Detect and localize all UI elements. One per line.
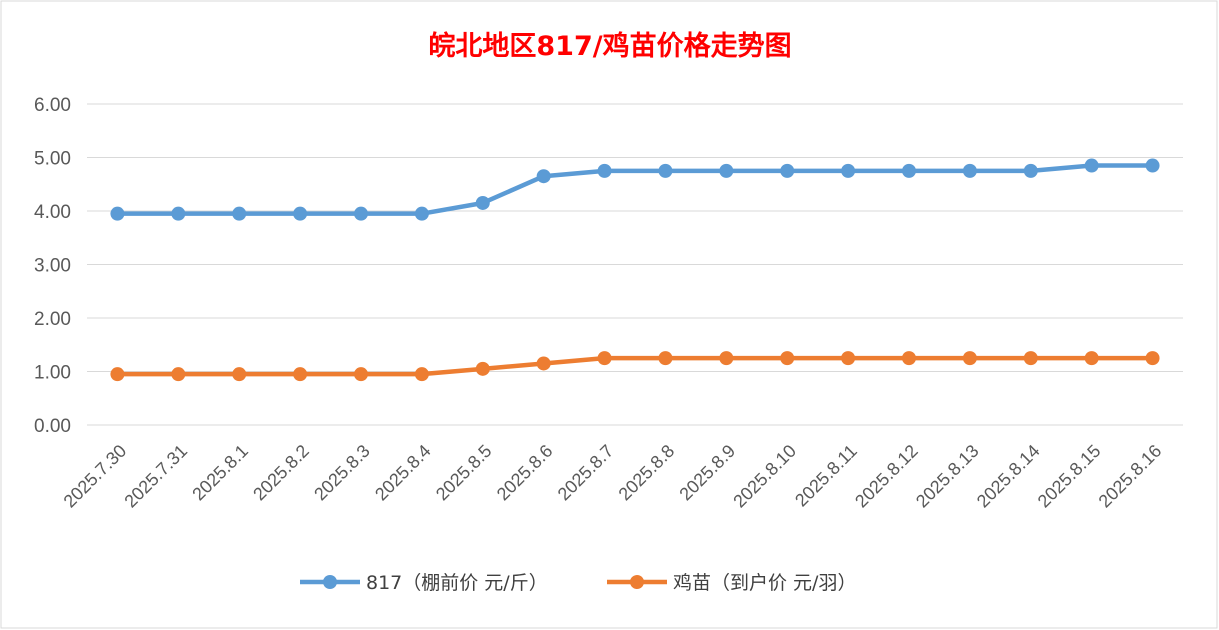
data-point (414, 367, 429, 382)
series-1 (110, 351, 1160, 382)
y-tick-label: 6.00 (34, 95, 71, 116)
data-point (1084, 158, 1099, 173)
legend-label: 817（棚前价 元/斤） (366, 572, 548, 594)
data-point (232, 367, 247, 382)
series-line (117, 355, 1153, 377)
gridlines (87, 103, 1183, 426)
series-line (117, 163, 1153, 216)
data-point (962, 163, 977, 178)
legend-label: 鸡苗（到户价 元/羽） (673, 572, 856, 594)
data-point (658, 351, 673, 366)
data-point (1023, 163, 1038, 178)
data-point (658, 163, 673, 178)
legend: 817（棚前价 元/斤） 鸡苗（到户价 元/羽） (300, 572, 856, 594)
data-point (1023, 351, 1038, 366)
series-lines (110, 158, 1160, 382)
data-point (719, 163, 734, 178)
series-0 (110, 158, 1160, 221)
data-point (841, 351, 856, 366)
data-point (232, 206, 247, 221)
data-point (536, 356, 551, 371)
data-point (536, 169, 551, 184)
y-tick-label: 1.00 (34, 363, 71, 384)
legend-item-0: 817（棚前价 元/斤） (300, 572, 548, 594)
data-point (171, 367, 186, 382)
data-point (780, 351, 795, 366)
y-tick-label: 3.00 (34, 256, 71, 277)
data-point (110, 206, 125, 221)
data-point (780, 163, 795, 178)
chart-title: 皖北地区817/鸡苗价格走势图 (428, 31, 791, 62)
y-axis-ticks: 0.00 1.00 2.00 3.00 4.00 5.00 6.00 (34, 95, 71, 437)
data-point (962, 351, 977, 366)
data-point (597, 163, 612, 178)
data-point (293, 206, 308, 221)
y-tick-label: 5.00 (34, 149, 71, 170)
data-point (475, 195, 490, 210)
y-tick-label: 0.00 (34, 416, 71, 437)
data-point (414, 206, 429, 221)
legend-item-1: 鸡苗（到户价 元/羽） (607, 572, 856, 594)
data-point (1084, 351, 1099, 366)
data-point (354, 206, 368, 221)
data-point (902, 351, 916, 366)
legend-marker (323, 575, 337, 589)
y-tick-label: 4.00 (34, 202, 71, 223)
data-point (354, 367, 368, 382)
legend-marker (630, 575, 644, 589)
data-point (902, 163, 916, 178)
data-point (841, 163, 856, 178)
data-point (110, 367, 125, 382)
data-point (719, 351, 734, 366)
data-point (1145, 351, 1160, 366)
data-point (475, 361, 490, 376)
data-point (293, 367, 308, 382)
data-point (171, 206, 186, 221)
data-point (1145, 158, 1160, 173)
y-tick-label: 2.00 (34, 309, 71, 330)
data-point (597, 351, 612, 366)
